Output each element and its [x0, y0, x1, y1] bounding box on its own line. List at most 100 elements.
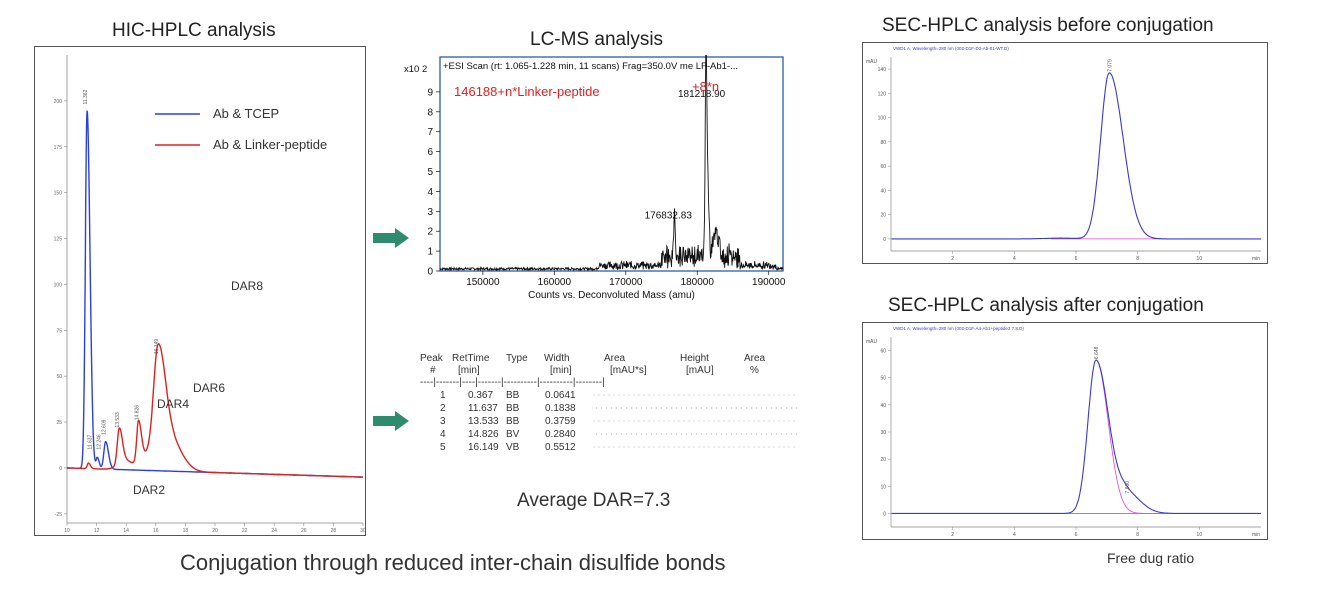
hic-x-tick-label: 28 [331, 528, 337, 534]
lcms-y-tick-label: 5 [427, 167, 433, 178]
table-redacted-dot [619, 447, 620, 448]
table-redacted-dot [666, 434, 667, 435]
table-redacted-dot [651, 408, 652, 409]
sec-before-chart: VWD1 A, Wavelength=280 nm (002-D1F-D2-Ab… [863, 43, 1267, 263]
sec-header: VWD1 A, Wavelength=280 nm (002-D1F-A4-Ab… [893, 326, 1024, 331]
sec-header: VWD1 A, Wavelength=280 nm (002-D1F-D2-Ab… [893, 46, 1009, 51]
hic-dar-annotation: DAR8 [231, 279, 263, 293]
table-redacted-dot [734, 421, 735, 422]
table-redacted-dot [616, 434, 617, 435]
table-redacted-dot [764, 421, 765, 422]
table-redacted-dot [701, 408, 702, 409]
table-redacted-dot [704, 395, 705, 396]
lcms-x-tick-label: 180000 [681, 277, 715, 288]
sec-x-tick-label: 8 [1136, 256, 1139, 262]
table-redacted-dot [794, 447, 795, 448]
table-redacted-dot [699, 447, 700, 448]
table-redacted-dot [644, 395, 645, 396]
table-redacted-dot [736, 408, 737, 409]
sec-x-tick-label: 10 [1197, 532, 1203, 538]
table-redacted-dot [684, 395, 685, 396]
hic-y-tick-label: 125 [54, 237, 63, 243]
table-cell: 16.149 [468, 442, 499, 453]
lcms-title: LC-MS analysis [530, 29, 663, 51]
lcms-y-tick-label: 2 [427, 227, 433, 238]
sec-x-unit: min [1252, 532, 1260, 538]
average-dar: Average DAR=7.3 [517, 490, 670, 512]
table-redacted-dot [669, 421, 670, 422]
table-header-unit: # [430, 365, 436, 376]
table-header-label: Peak [420, 353, 444, 364]
sec-y-tick-label: 50 [880, 376, 886, 382]
table-header-unit: [min] [458, 365, 480, 376]
table-redacted-dot [781, 408, 782, 409]
table-redacted-dot [674, 421, 675, 422]
table-cell: 11.637 [468, 403, 498, 414]
table-redacted-dot [699, 421, 700, 422]
table-redacted-dot [776, 408, 777, 409]
lcms-y-tick-label: 6 [427, 147, 433, 158]
table-redacted-dot [641, 408, 642, 409]
table-redacted-dot [609, 447, 610, 448]
hic-chart: -25 0 25 50 75 100 125 150 175 200 10 12 14 16 18 20 22 2… [35, 47, 365, 535]
table-redacted-dot [729, 395, 730, 396]
sec-y-tick-label: 80 [880, 140, 886, 146]
lcms-x-tick-label: 150000 [466, 277, 500, 288]
table-redacted-dot [741, 434, 742, 435]
hic-peak-label: 12.609 [102, 419, 108, 435]
table-redacted-dot [769, 447, 770, 448]
table-cell: 0.367 [468, 390, 493, 401]
lcms-y-tick-label: 9 [427, 87, 433, 98]
hic-x-tick-label: 10 [64, 528, 70, 534]
sec-drop-line [1096, 360, 1168, 513]
table-redacted-dot [711, 408, 712, 409]
lcms-panel: +ESI Scan (rt: 1.065-1.228 min, 11 scans… [400, 55, 800, 305]
table-redacted-dot [714, 447, 715, 448]
table-redacted-dot [616, 408, 617, 409]
table-redacted-dot [796, 434, 797, 435]
table-redacted-dot [784, 421, 785, 422]
sec-x-tick-label: 2 [951, 256, 954, 262]
sec-x-tick-label: 6 [1075, 532, 1078, 538]
table-redacted-dot [664, 395, 665, 396]
table-redacted-dot [694, 447, 695, 448]
table-redacted-dot [624, 395, 625, 396]
table-redacted-dot [599, 395, 600, 396]
lcms-x-label: Counts vs. Deconvoluted Mass (amu) [528, 290, 695, 301]
table-separator: ----|-------|----|-------|----------|---… [420, 377, 605, 388]
table-redacted-dot [594, 447, 595, 448]
table-redacted-dot [701, 434, 702, 435]
hic-y-tick-label: 75 [56, 328, 62, 334]
sec-y-tick-label: 30 [880, 430, 886, 436]
table-redacted-dot [741, 408, 742, 409]
hic-panel: -25 0 25 50 75 100 125 150 175 200 10 12 14 16 18 20 22 2… [34, 46, 366, 536]
arrow-right-icon [373, 228, 409, 248]
table-redacted-dot [659, 447, 660, 448]
table-redacted-dot [644, 421, 645, 422]
table-header-label: RetTime [452, 353, 490, 364]
table-redacted-dot [596, 434, 597, 435]
table-redacted-dot [621, 434, 622, 435]
table-redacted-dot [766, 434, 767, 435]
table-redacted-dot [719, 447, 720, 448]
table-redacted-dot [679, 447, 680, 448]
lcms-x-tick-label: 190000 [752, 277, 786, 288]
sec-peak-label: 7.660 [1125, 481, 1131, 494]
table-redacted-dot [659, 395, 660, 396]
table-redacted-dot [794, 395, 795, 396]
table-redacted-dot [674, 447, 675, 448]
sec-y-tick-label: 60 [880, 349, 886, 355]
table-header-unit: % [750, 365, 759, 376]
table-redacted-dot [686, 434, 687, 435]
table-redacted-dot [706, 408, 707, 409]
table-redacted-dot [721, 408, 722, 409]
table-redacted-dot [739, 447, 740, 448]
table-redacted-dot [784, 447, 785, 448]
lcms-shift-annotation: +8*n [692, 79, 719, 94]
table-redacted-dot [681, 408, 682, 409]
table-redacted-dot [624, 421, 625, 422]
table-redacted-dot [769, 395, 770, 396]
table-redacted-dot [671, 434, 672, 435]
table-cell: 13.533 [468, 416, 499, 427]
sec-y-tick-label: 40 [880, 188, 886, 194]
